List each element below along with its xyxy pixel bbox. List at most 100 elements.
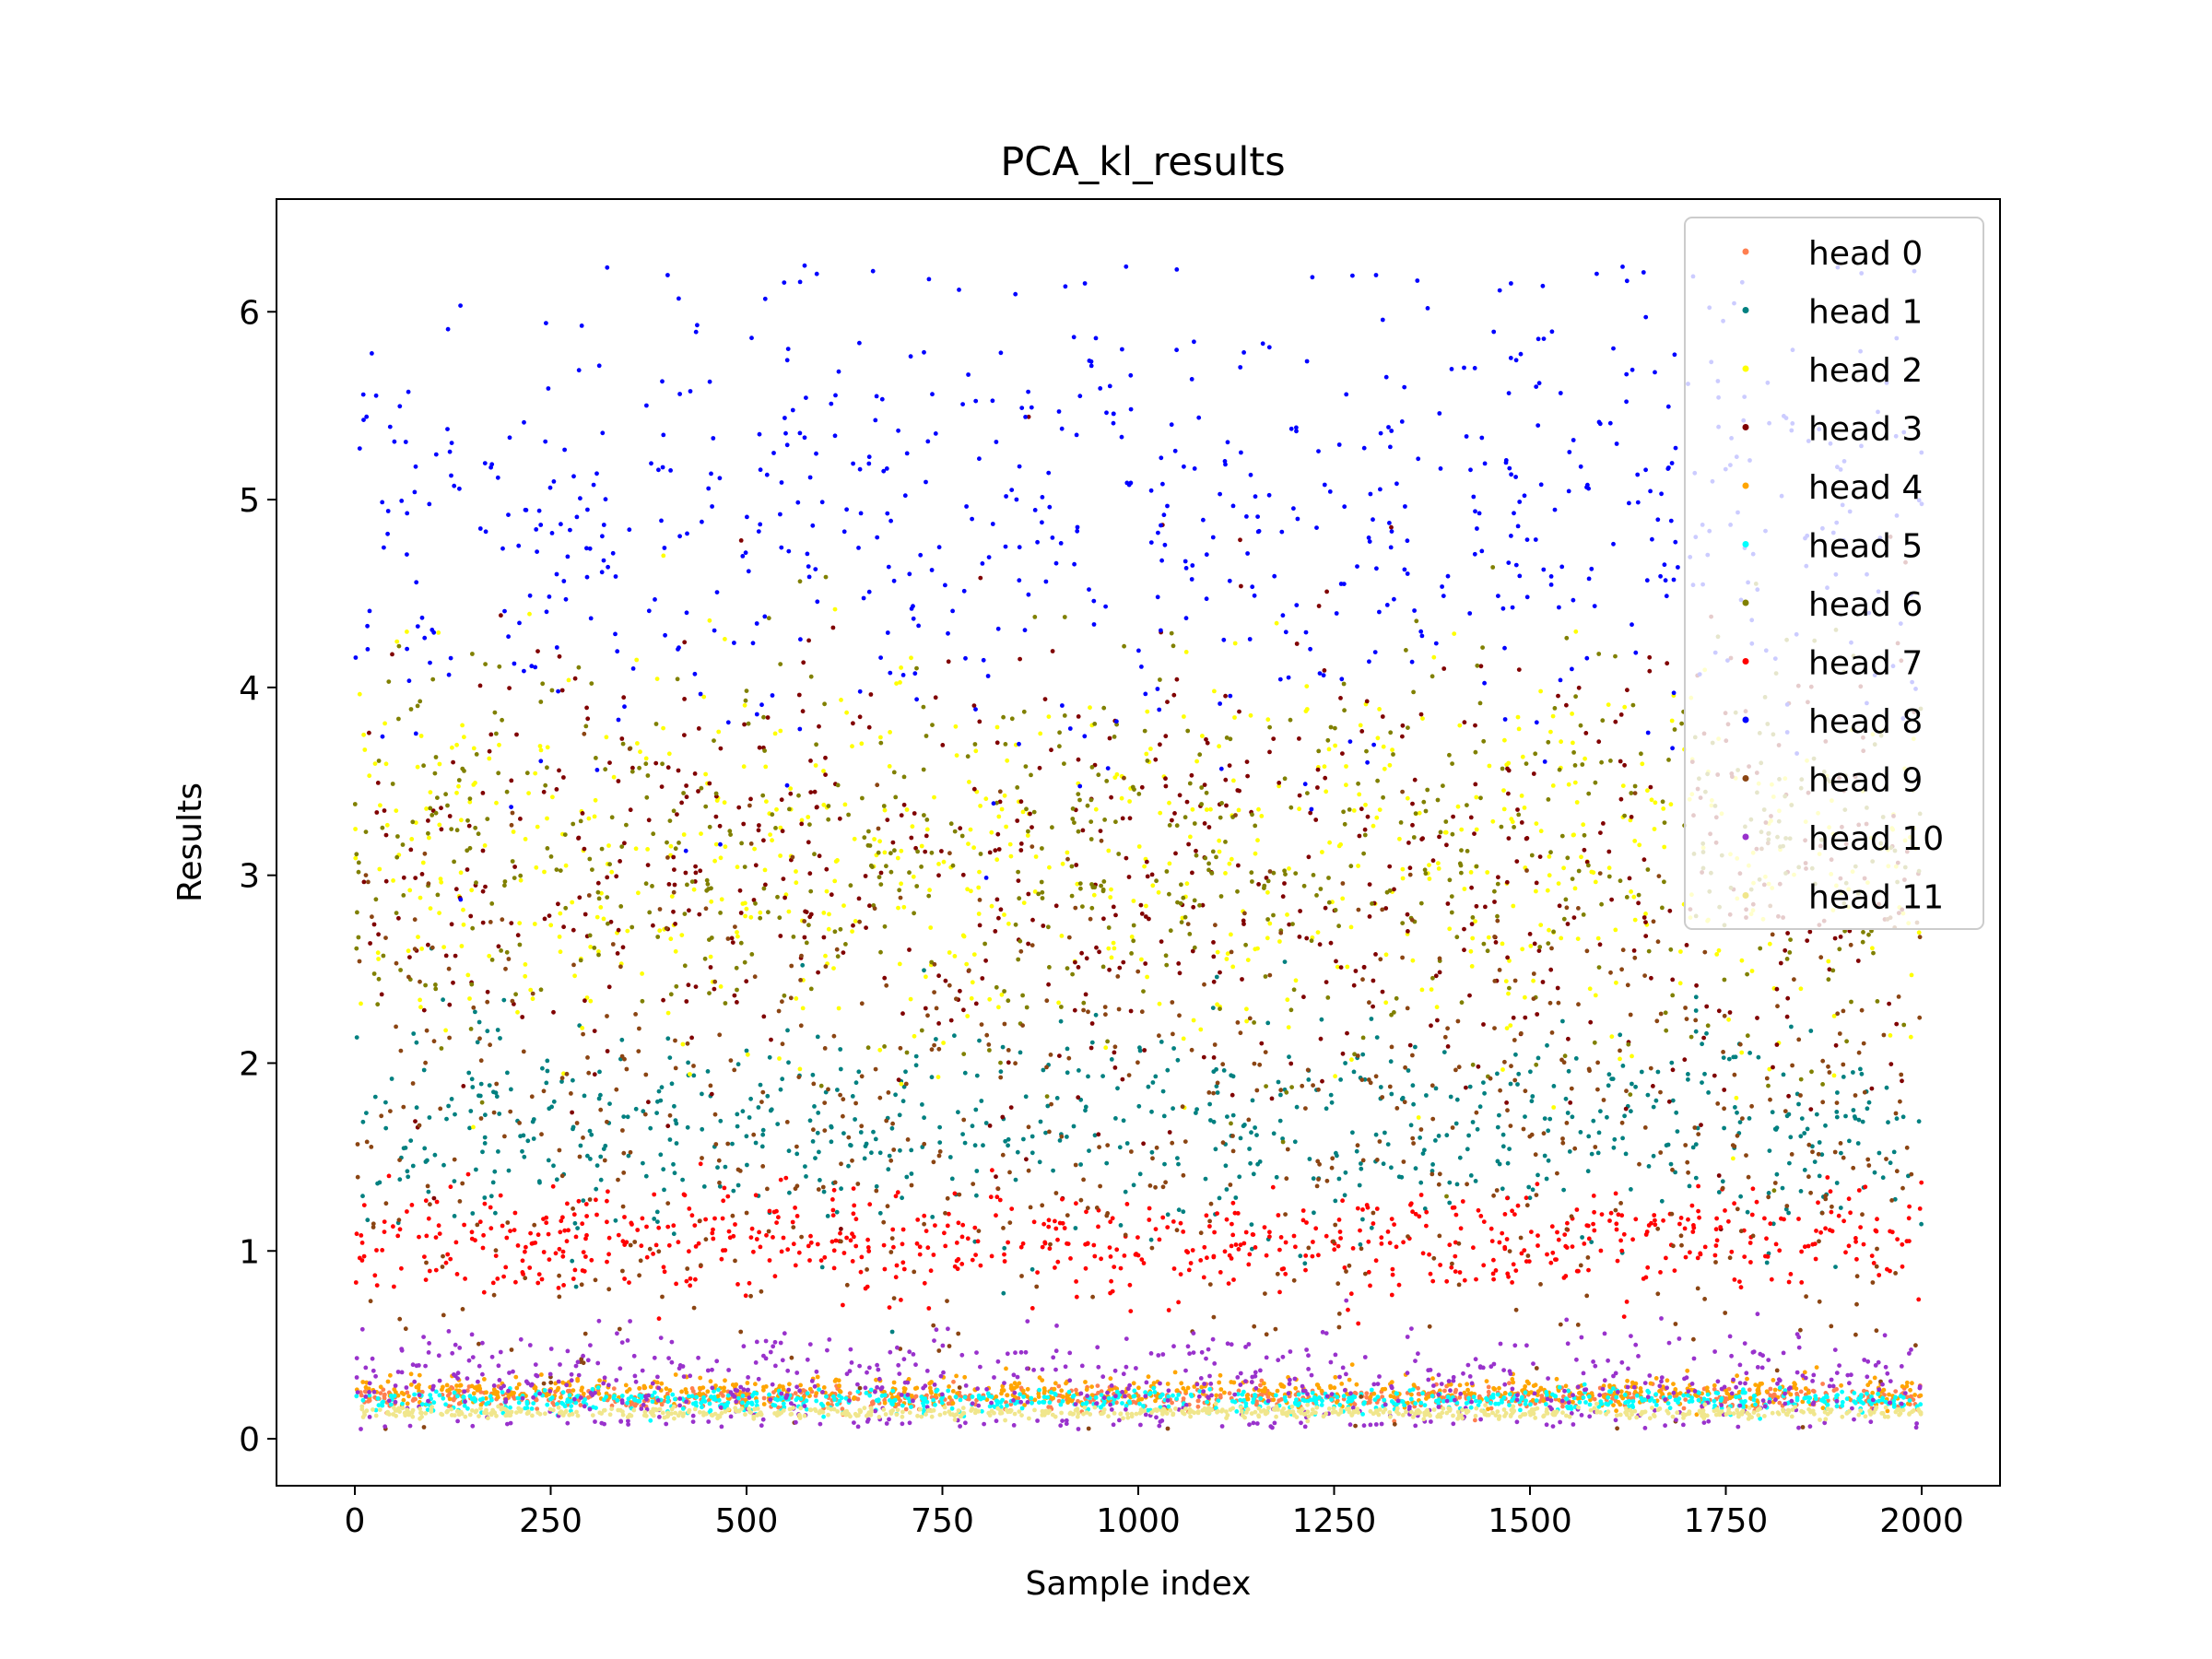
data-point bbox=[523, 973, 528, 979]
data-point bbox=[1624, 895, 1630, 900]
data-point bbox=[557, 935, 562, 939]
data-point bbox=[837, 1383, 841, 1388]
data-point bbox=[1504, 879, 1510, 885]
data-point bbox=[522, 1154, 527, 1159]
data-point bbox=[512, 876, 517, 880]
data-point bbox=[814, 1391, 819, 1395]
data-point bbox=[1136, 792, 1142, 796]
data-point bbox=[1151, 1381, 1157, 1385]
data-point bbox=[1596, 652, 1602, 656]
data-point bbox=[618, 904, 624, 909]
data-point bbox=[1648, 784, 1653, 790]
data-point bbox=[1771, 1065, 1775, 1070]
data-point bbox=[1083, 1108, 1088, 1113]
data-point bbox=[1682, 1057, 1688, 1063]
data-point bbox=[1640, 761, 1645, 767]
data-point bbox=[488, 732, 494, 737]
data-point bbox=[672, 867, 677, 872]
data-point bbox=[837, 816, 842, 821]
data-point bbox=[495, 1028, 500, 1032]
data-point bbox=[995, 831, 1001, 837]
data-point bbox=[1747, 1387, 1752, 1393]
data-point bbox=[449, 827, 454, 831]
data-point bbox=[1311, 873, 1316, 877]
data-point bbox=[760, 793, 766, 798]
data-point bbox=[1754, 1199, 1759, 1205]
data-point bbox=[646, 1100, 651, 1105]
data-point bbox=[1345, 964, 1350, 970]
data-point bbox=[1830, 968, 1836, 973]
data-point bbox=[745, 1052, 750, 1057]
data-point bbox=[1898, 1394, 1903, 1399]
data-point bbox=[1462, 720, 1467, 725]
data-point bbox=[1534, 821, 1539, 826]
data-point bbox=[428, 806, 433, 811]
data-point bbox=[1385, 1142, 1391, 1147]
data-point bbox=[723, 637, 727, 641]
data-point bbox=[377, 866, 382, 872]
data-point bbox=[1076, 1095, 1081, 1100]
data-point bbox=[489, 958, 495, 962]
data-point bbox=[1411, 835, 1417, 840]
data-point bbox=[816, 970, 820, 975]
data-point bbox=[933, 1402, 937, 1407]
data-point bbox=[1900, 1383, 1905, 1389]
data-point bbox=[1418, 1180, 1424, 1185]
data-point bbox=[547, 913, 552, 918]
data-point bbox=[1258, 1395, 1264, 1401]
data-point bbox=[1629, 1187, 1633, 1192]
data-point bbox=[815, 1034, 820, 1040]
data-point bbox=[538, 700, 544, 704]
data-point bbox=[429, 813, 435, 818]
data-point bbox=[1103, 1045, 1109, 1051]
data-point bbox=[1606, 849, 1612, 854]
data-point bbox=[1127, 816, 1133, 821]
data-point bbox=[1544, 1176, 1549, 1182]
data-point bbox=[1495, 913, 1500, 919]
data-point bbox=[715, 1394, 721, 1399]
data-point bbox=[1768, 1386, 1773, 1392]
data-point bbox=[408, 1371, 414, 1377]
data-point bbox=[1851, 1108, 1856, 1112]
data-point bbox=[1333, 1198, 1338, 1204]
data-point bbox=[1190, 870, 1194, 876]
data-point bbox=[829, 1139, 834, 1145]
data-point bbox=[1583, 731, 1589, 735]
data-point bbox=[1037, 1400, 1041, 1406]
data-point bbox=[1495, 1392, 1500, 1397]
data-point bbox=[1622, 1393, 1628, 1397]
data-point bbox=[1093, 806, 1099, 812]
data-point bbox=[1478, 664, 1484, 669]
data-point bbox=[1356, 864, 1360, 868]
data-point bbox=[1246, 1262, 1252, 1267]
data-point bbox=[620, 945, 626, 950]
data-point bbox=[1018, 1392, 1022, 1397]
data-point bbox=[837, 1398, 842, 1404]
data-point bbox=[1169, 630, 1174, 636]
data-point bbox=[1649, 975, 1653, 981]
data-point bbox=[1357, 1182, 1362, 1188]
data-point bbox=[1258, 1382, 1263, 1388]
data-point bbox=[1112, 775, 1118, 780]
data-point bbox=[1338, 965, 1344, 970]
data-point bbox=[853, 1117, 857, 1122]
data-point bbox=[1329, 1397, 1334, 1402]
data-point bbox=[672, 882, 677, 888]
data-point bbox=[489, 901, 495, 906]
data-point bbox=[1627, 876, 1632, 881]
data-point bbox=[1394, 995, 1399, 1001]
data-point bbox=[853, 919, 858, 924]
data-point bbox=[817, 724, 821, 729]
data-point bbox=[962, 1140, 968, 1146]
data-point bbox=[1861, 1401, 1865, 1406]
data-point bbox=[1176, 961, 1182, 966]
data-point bbox=[994, 740, 1000, 746]
data-point bbox=[1734, 1394, 1738, 1400]
data-point bbox=[699, 785, 704, 791]
data-point bbox=[515, 933, 521, 938]
data-point bbox=[1214, 1084, 1219, 1088]
data-point bbox=[357, 691, 362, 697]
data-point bbox=[472, 1397, 477, 1402]
data-point bbox=[493, 1090, 499, 1096]
data-point bbox=[555, 1402, 559, 1406]
